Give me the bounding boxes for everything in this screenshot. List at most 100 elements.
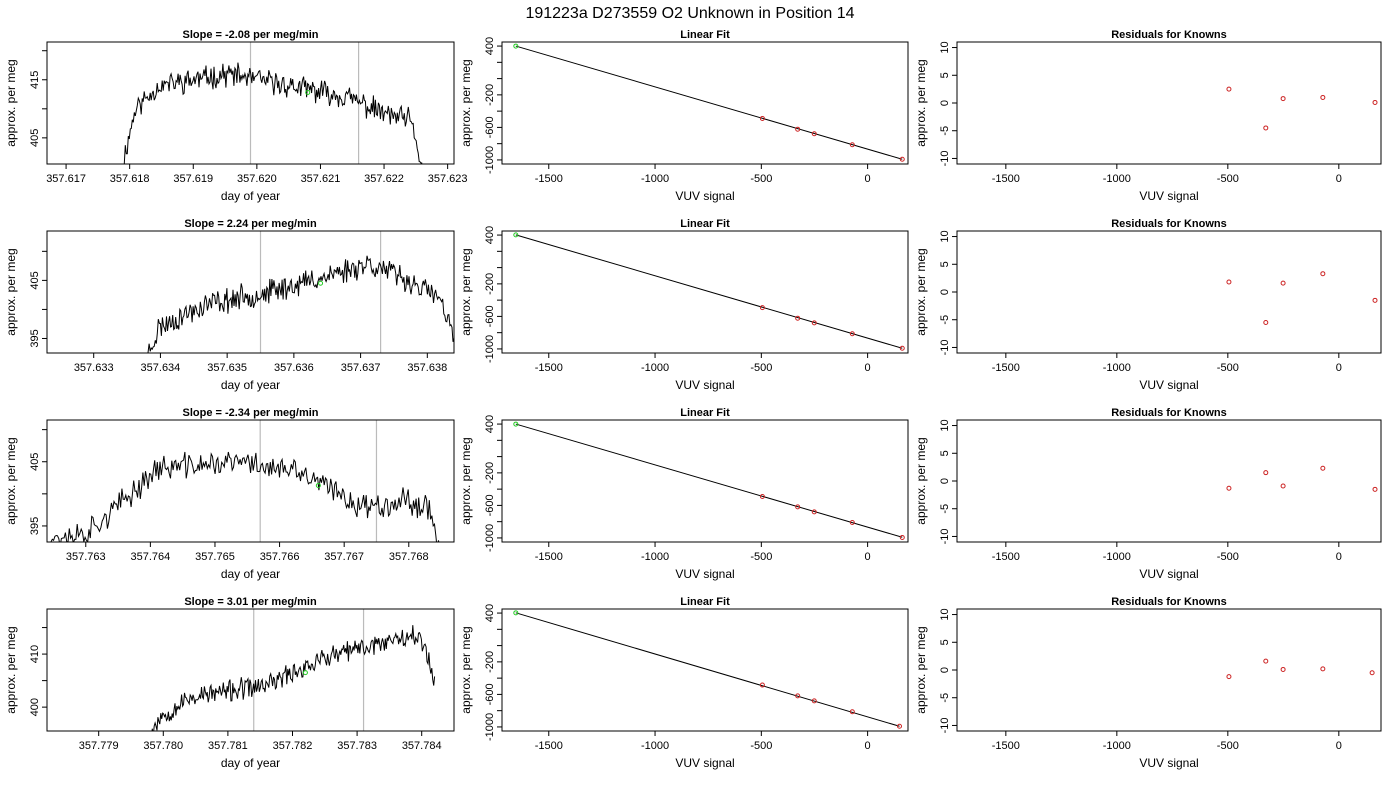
x-axis-label: VUV signal <box>1139 567 1198 581</box>
panels: Slope = -2.08 per meg/min 357.617 357.618 3… <box>4 29 1382 770</box>
panel-title: Residuals for Knowns <box>1111 407 1227 419</box>
panel-1-1: Slope = -2.08 per meg/min 357.617 357.618 3… <box>4 29 468 203</box>
panel-title: Slope = 3.01 per meg/min <box>184 596 317 608</box>
y-tick-label: 5 <box>939 450 951 456</box>
x-tick-label: 357.767 <box>324 551 364 563</box>
panel-title: Residuals for Knowns <box>1111 29 1227 41</box>
x-tick-label: 0 <box>1336 362 1342 374</box>
known-point <box>811 320 817 326</box>
x-tick-label: -1500 <box>992 740 1020 752</box>
known-point <box>795 693 801 699</box>
fit-line <box>515 234 903 349</box>
y-tick-label: 10 <box>939 419 951 431</box>
panel-1-3: Residuals for Knowns -1500 -1000 -500 0 -10 -5… <box>914 29 1382 203</box>
panel-2-2: Linear Fit -1500 -1000 -500 0 -1000 -600 -200 40… <box>459 218 909 392</box>
x-tick-label: 357.622 <box>364 173 404 185</box>
y-tick-label: -200 <box>484 84 496 106</box>
y-tick-label: -600 <box>484 683 496 705</box>
y-tick-label: -1000 <box>484 524 496 552</box>
x-tick-label: 357.623 <box>428 173 468 185</box>
y-tick-label: 395 <box>29 329 41 347</box>
residual-point <box>1226 485 1232 491</box>
x-tick-label: 0 <box>865 740 871 752</box>
plot-area <box>513 43 905 162</box>
residual-point <box>1320 94 1326 100</box>
unknown-point <box>315 482 321 488</box>
x-tick-label: 0 <box>865 551 871 563</box>
y-tick-label: -5 <box>939 693 951 703</box>
y-tick-label: 10 <box>939 230 951 242</box>
x-tick-label: 0 <box>865 362 871 374</box>
x-tick-label: -500 <box>1217 740 1239 752</box>
residual-point <box>1280 280 1286 286</box>
x-tick-label: 357.766 <box>260 551 300 563</box>
residual-point <box>1280 666 1286 672</box>
y-axis-label: approx. per meg <box>4 626 18 713</box>
x-axis-label: VUV signal <box>675 378 734 392</box>
timeseries-line <box>50 451 440 542</box>
x-tick-label: 357.763 <box>66 551 106 563</box>
panel-1-2: Linear Fit -1500 -1000 -500 0 -1000 -600 -200 40… <box>459 29 909 203</box>
y-axis-label: approx. per meg <box>914 59 928 146</box>
plot-frame <box>501 608 909 732</box>
panel-title: Slope = -2.34 per meg/min <box>182 407 318 419</box>
residual-point <box>1263 470 1269 476</box>
y-tick-label: 400 <box>484 604 496 622</box>
plot-area <box>50 420 440 542</box>
x-tick-label: 357.617 <box>46 173 86 185</box>
y-tick-label: -1000 <box>484 146 496 174</box>
y-tick-label: -600 <box>484 116 496 138</box>
plot-area <box>1226 271 1378 325</box>
x-tick-label: 0 <box>865 173 871 185</box>
x-tick-label: -1000 <box>641 362 669 374</box>
x-tick-label: -1500 <box>535 740 563 752</box>
y-axis-label: approx. per meg <box>4 248 18 335</box>
x-tick-label: -500 <box>750 362 772 374</box>
plot-area <box>1226 658 1375 680</box>
x-tick-label: 357.638 <box>407 362 447 374</box>
y-tick-label: -1000 <box>484 335 496 363</box>
panel-4-1: Slope = 3.01 per meg/min 357.779 357.780 35… <box>4 596 455 770</box>
x-tick-label: -1000 <box>641 551 669 563</box>
y-axis-label: approx. per meg <box>459 626 473 713</box>
timeseries-line <box>147 255 454 353</box>
x-tick-label: 357.633 <box>74 362 114 374</box>
plot-area <box>123 42 423 164</box>
x-tick-label: -1000 <box>641 173 669 185</box>
x-tick-label: 357.635 <box>207 362 247 374</box>
plot-area <box>513 232 905 351</box>
plot-frame <box>956 419 1382 543</box>
known-point <box>795 504 801 510</box>
y-tick-label: 0 <box>939 478 951 484</box>
y-axis-label: approx. per meg <box>4 437 18 524</box>
y-tick-label: 0 <box>939 667 951 673</box>
y-tick-label: 405 <box>29 271 41 289</box>
x-tick-label: -500 <box>1217 362 1239 374</box>
residual-point <box>1263 320 1269 325</box>
known-point <box>795 126 801 132</box>
plot-frame <box>501 419 909 543</box>
known-point <box>811 131 817 137</box>
panel-title: Residuals for Knowns <box>1111 596 1227 608</box>
y-tick-label: 395 <box>29 517 41 535</box>
x-tick-label: -1500 <box>535 551 563 563</box>
panel-title: Linear Fit <box>680 596 730 608</box>
x-tick-label: -1500 <box>992 362 1020 374</box>
plot-frame <box>46 230 455 354</box>
x-tick-label: -500 <box>750 551 772 563</box>
x-tick-label: 357.782 <box>273 740 313 752</box>
y-axis-label: approx. per meg <box>914 626 928 713</box>
residual-point <box>1372 99 1378 105</box>
known-point <box>759 115 765 121</box>
y-tick-label: 400 <box>484 37 496 55</box>
residual-point <box>1372 486 1378 492</box>
x-tick-label: 357.637 <box>341 362 381 374</box>
panel-4-3: Residuals for Knowns -1500 -1000 -500 0 -10 -5… <box>914 596 1382 770</box>
y-axis-label: approx. per meg <box>459 437 473 524</box>
y-tick-label: 400 <box>29 698 41 716</box>
y-tick-label: -10 <box>939 151 951 167</box>
known-point <box>811 509 817 515</box>
known-point <box>759 682 765 688</box>
